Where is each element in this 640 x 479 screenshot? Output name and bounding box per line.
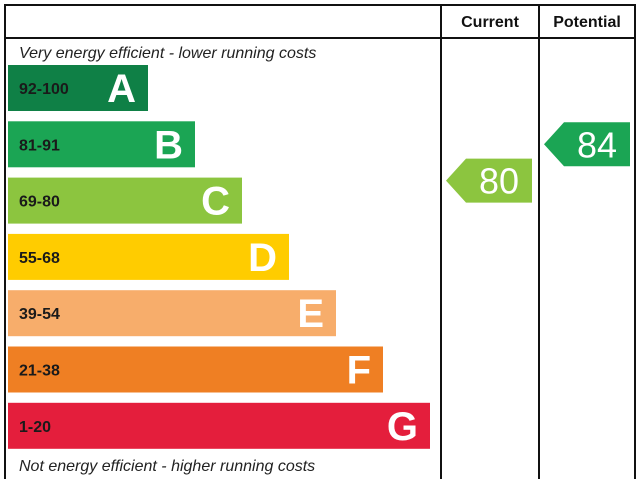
current-column-header: Current <box>461 14 519 31</box>
band-c-bar <box>8 177 242 224</box>
band-c-letter: C <box>201 180 230 224</box>
band-g-range: 1-20 <box>19 419 51 436</box>
band-b-range: 81-91 <box>19 137 60 154</box>
band-e-bar <box>8 290 336 337</box>
band-b-letter: B <box>154 123 183 167</box>
band-c-range: 69-80 <box>19 194 60 211</box>
band-d-range: 55-68 <box>19 250 60 267</box>
chart-frame <box>4 4 636 479</box>
band-d-letter: D <box>248 236 277 280</box>
band-a-letter: A <box>107 67 136 111</box>
band-f-range: 21-38 <box>19 363 60 380</box>
potential-rating-value: 84 <box>577 124 617 165</box>
band-a-bar <box>8 65 148 111</box>
band-a-range: 92-100 <box>19 81 69 98</box>
potential-rating-arrow <box>544 122 630 167</box>
band-e-letter: E <box>297 292 324 336</box>
band-f-bar <box>8 346 383 393</box>
band-g-bar <box>8 402 430 449</box>
current-rating-arrow <box>446 158 532 203</box>
top-note: Very energy efficient - lower running co… <box>19 45 316 62</box>
band-b-bar <box>8 121 195 168</box>
band-d-bar <box>8 233 289 280</box>
band-g-letter: G <box>387 405 418 449</box>
band-f-letter: F <box>347 349 371 393</box>
rating-bands: 92-100 A 81-91 B 69-80 C 55-68 D 39-54 E 21-38 F 1-2… <box>8 65 430 449</box>
bottom-note: Not energy efficient - higher running co… <box>19 458 315 475</box>
current-rating-value: 80 <box>479 161 519 202</box>
rating-arrows: 80 84 <box>446 122 630 203</box>
potential-column-header: Potential <box>553 14 621 31</box>
band-e-range: 39-54 <box>19 306 60 323</box>
